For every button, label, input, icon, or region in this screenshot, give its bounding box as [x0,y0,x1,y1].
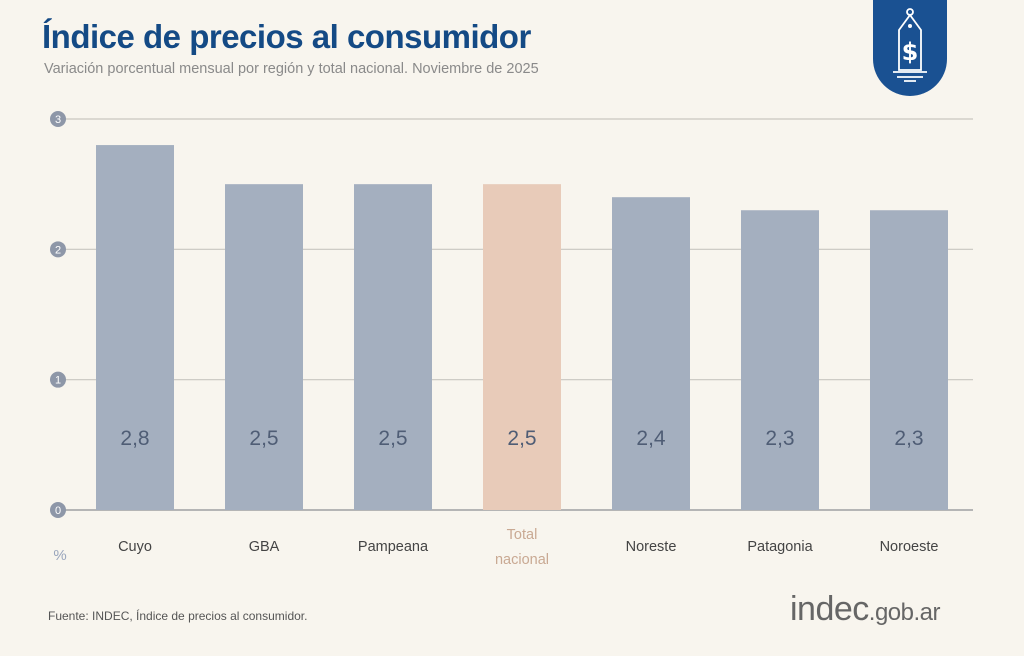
tick-bubble [50,111,66,127]
category-label: Patagonia [747,539,813,555]
data-label: 2,5 [378,427,407,450]
category-label: Cuyo [118,539,152,555]
chart-subtitle: Variación porcentual mensual por región … [44,61,539,77]
logo-main: indec [790,590,869,628]
category-label: Noroeste [880,539,939,555]
data-label: 2,3 [894,427,923,450]
svg-text:$: $ [902,38,919,66]
data-label: 2,5 [507,427,536,450]
bar [354,184,432,510]
bar [612,197,690,510]
y-tick-label: 3 [55,114,61,126]
bar [741,210,819,510]
y-tick-label: 0 [55,505,61,517]
data-label: 2,3 [765,427,794,450]
data-label: 2,5 [249,427,278,450]
chart-title: Índice de precios al consumidor [42,18,531,55]
tick-bubble [50,371,66,388]
data-label: 2,8 [120,427,149,450]
y-axis-label: % [53,547,66,564]
indec-logo[interactable]: indec.gob.ar [790,590,941,629]
category-label: Total [507,527,538,543]
tick-bubble [50,241,66,258]
category-label: Pampeana [358,539,429,555]
y-tick-label: 1 [55,375,61,387]
tick-bubble [50,502,66,518]
bar [483,184,561,510]
bar [96,145,174,511]
badge: $ [873,0,947,96]
bar [225,184,303,510]
category-label: GBA [249,539,280,555]
bar [870,210,948,510]
price-tag-dollar-icon: $ [893,8,927,82]
y-tick-label: 2 [55,244,61,256]
source-note: Fuente: INDEC, Índice de precios al cons… [48,609,308,623]
category-label: Noreste [626,539,677,555]
category-label: nacional [495,552,549,568]
logo-suffix: .gob.ar [868,599,941,626]
data-label: 2,4 [636,427,666,450]
